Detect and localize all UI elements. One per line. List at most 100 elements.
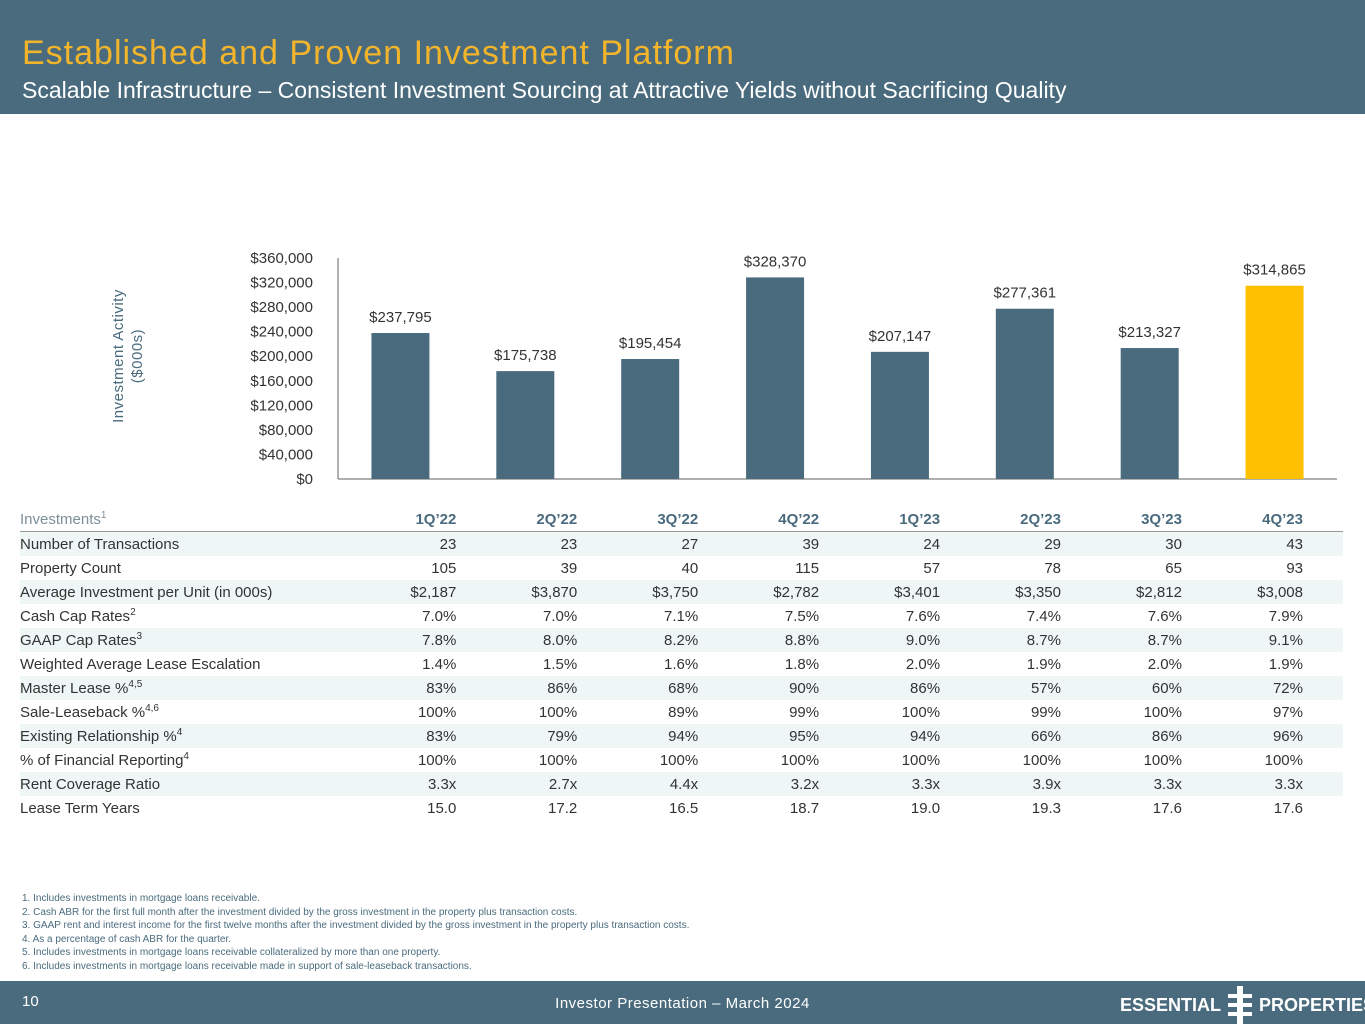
table-row: Master Lease %4,5 83% 86% 68% 90% 86% 57% 60% 72… — [20, 676, 1343, 700]
table-cell: $2,812 — [1101, 580, 1222, 604]
row-label-text: Rent Coverage Ratio — [20, 775, 161, 793]
footnote: 1. Includes investments in mortgage loan… — [22, 893, 260, 904]
bar — [746, 277, 805, 479]
table-cell: 105 — [431, 559, 457, 577]
page-subtitle: Scalable Infrastructure – Consistent Inv… — [22, 77, 1067, 103]
investment-bar-chart: $0 $40,000 $80,000 $120,000 $160,000 $200,000… — [250, 250, 1337, 488]
table-cell: 95% — [738, 724, 860, 748]
table-cell: 27 — [617, 531, 739, 556]
bar — [1245, 285, 1304, 479]
row-label-text: Number of Transactions — [20, 535, 180, 553]
data-label: $195,454 — [619, 335, 682, 352]
table-cell: 90% — [738, 676, 860, 700]
bar — [621, 359, 680, 479]
column-header: 2Q’23 — [980, 507, 1101, 532]
logo-mark-icon — [1228, 986, 1253, 1024]
table-cell: 3.3x — [859, 772, 981, 796]
y-tick-label: $360,000 — [250, 250, 313, 267]
row-label-text: Property Count — [20, 559, 121, 577]
y-tick-label: $40,000 — [259, 446, 313, 463]
table-cell: 68% — [617, 676, 739, 700]
footnote-ref: 4,5 — [128, 678, 143, 690]
table-row: Rent Coverage Ratio 3.3x 2.7x 4.4x 3.2x 3.3x 3… — [20, 772, 1343, 796]
data-label: $213,327 — [1118, 324, 1181, 341]
row-label-text: Weighted Average Lease Escalation — [20, 655, 261, 673]
y-tick-label: $200,000 — [250, 348, 313, 365]
table-cell: 83% — [375, 676, 497, 700]
table-cell: 3.3x — [1101, 772, 1222, 796]
row-label-text: Sale-Leaseback % — [20, 703, 146, 721]
column-header: 2Q’22 — [496, 507, 618, 532]
row-label: Rent Coverage Ratio — [20, 772, 376, 796]
footnote: 6. Includes investments in mortgage loan… — [22, 960, 472, 972]
row-label: Lease Term Years — [20, 796, 375, 820]
data-label: $277,361 — [994, 285, 1057, 302]
table-cell: 23 — [496, 531, 618, 556]
table-cell: $3,401 — [859, 580, 981, 604]
table-cell: 7.1% — [663, 607, 699, 625]
table-row: Weighted Average Lease Escalation 1.4% 1.5… — [20, 652, 1343, 676]
table-header-label: Investments1 — [20, 507, 376, 532]
table-cell: 3.9x — [980, 772, 1101, 796]
data-label: $328,370 — [744, 253, 807, 270]
page-title: Established and Proven Investment Platfo… — [22, 34, 735, 72]
table-cell: 2.0% — [1147, 655, 1182, 673]
table-cell: 100% — [1143, 751, 1182, 769]
table-cell: 16.5 — [668, 799, 699, 817]
row-label: Sale-Leaseback %4,6 — [20, 700, 375, 724]
footnote: 4. As a percentage of cash ABR for the q… — [22, 933, 232, 945]
table-cell: 7.0% — [543, 607, 578, 625]
bar — [995, 308, 1054, 479]
table-cell: 86% — [496, 676, 618, 700]
table-cell: 7.6% — [905, 607, 941, 625]
table-row: Existing Relationship %4 83% 79% 94% 95% 94% 6… — [20, 724, 1343, 748]
table-row: Average Investment per Unit (in 000s) $2,… — [20, 580, 1343, 604]
table-cell: 1.6% — [663, 655, 699, 673]
table-cell: 94% — [859, 724, 981, 748]
row-label: Existing Relationship %4 — [20, 724, 376, 748]
table-cell: 15.0 — [427, 799, 457, 817]
table-cell: 23 — [375, 531, 497, 556]
footnote: 5. Includes investments in mortgage loan… — [22, 947, 441, 959]
footnote-ref: 3 — [136, 630, 143, 642]
row-label: % of Financial Reporting4 — [20, 748, 375, 772]
table-cell: 7.4% — [1026, 607, 1061, 625]
table-cell: 100% — [417, 751, 457, 769]
y-tick-label: $160,000 — [250, 373, 313, 390]
row-label-text: Master Lease % — [20, 679, 129, 697]
logo-text-right: PROPERTIES — [1259, 994, 1365, 1015]
column-header: 1Q’22 — [375, 507, 497, 532]
table-cell: 1.5% — [543, 655, 578, 673]
footnote-ref: 4 — [176, 726, 183, 738]
y-tick-label: $240,000 — [250, 324, 313, 341]
table-row: Number of Transactions 23 23 27 39 24 29 30 43 — [20, 531, 1343, 556]
table-cell: 3.2x — [738, 772, 860, 796]
data-label: $314,865 — [1243, 262, 1306, 279]
table-row: Sale-Leaseback %4,6 100% 100% 89% 99% 100% 99%… — [20, 700, 1343, 724]
table-cell: 19.0 — [910, 799, 941, 817]
footer-text: Investor Presentation – March 2024 — [555, 995, 810, 1012]
table-cell: 66% — [980, 724, 1101, 748]
table-cell: 78 — [1044, 559, 1061, 577]
column-header: 3Q’22 — [617, 507, 739, 532]
bar — [496, 371, 555, 479]
table-cell: 65 — [1165, 559, 1182, 577]
table-cell: 1.8% — [784, 655, 820, 673]
row-label: Property Count — [20, 556, 375, 580]
table-cell: 60% — [1101, 676, 1222, 700]
table-cell: $3,350 — [980, 580, 1101, 604]
y-tick-label: $120,000 — [250, 397, 313, 414]
table-cell: 17.6 — [1152, 799, 1182, 817]
table-cell: 19.3 — [1031, 799, 1061, 817]
table-cell: 100% — [901, 703, 941, 721]
company-logo: ESSENTIAL PROPERTIES — [1120, 986, 1365, 1024]
footnote-ref: 4 — [183, 750, 189, 762]
table-cell: 9.1% — [1221, 628, 1343, 652]
y-tick-label: $280,000 — [250, 299, 313, 316]
column-header: 4Q’22 — [738, 507, 860, 532]
table-cell: 40 — [681, 559, 699, 577]
table-cell: 24 — [859, 531, 981, 556]
table-cell: 86% — [1101, 724, 1222, 748]
column-header: 4Q’23 — [1221, 507, 1343, 532]
table-cell: 7.9% — [1268, 607, 1303, 625]
